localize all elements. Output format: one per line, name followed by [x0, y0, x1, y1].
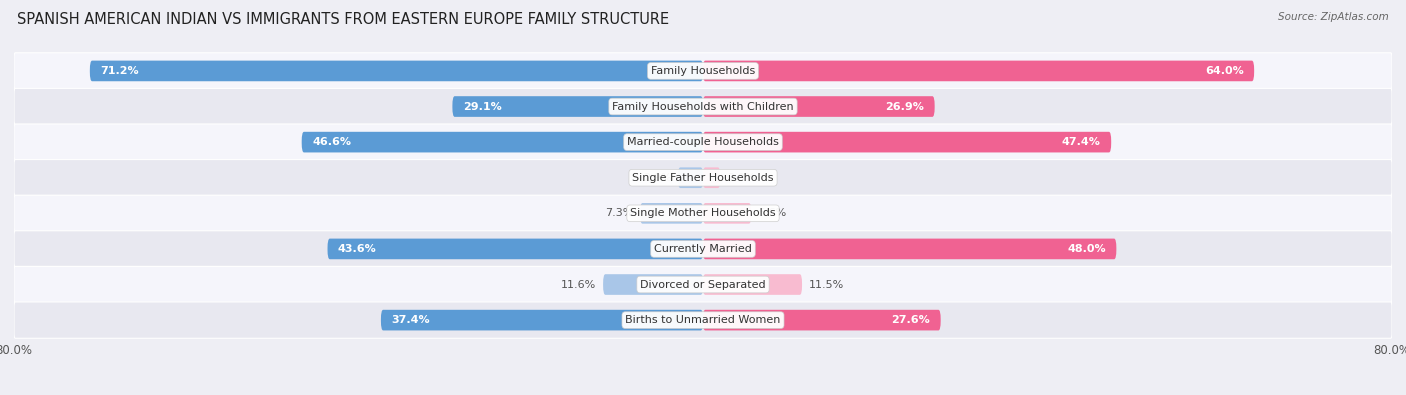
Text: Family Households: Family Households [651, 66, 755, 76]
FancyBboxPatch shape [453, 96, 703, 117]
FancyBboxPatch shape [703, 60, 1254, 81]
Text: 47.4%: 47.4% [1062, 137, 1101, 147]
FancyBboxPatch shape [703, 132, 1111, 152]
Text: Family Households with Children: Family Households with Children [612, 102, 794, 111]
FancyBboxPatch shape [603, 274, 703, 295]
FancyBboxPatch shape [703, 310, 941, 331]
Text: 26.9%: 26.9% [886, 102, 924, 111]
Text: Currently Married: Currently Married [654, 244, 752, 254]
Text: Births to Unmarried Women: Births to Unmarried Women [626, 315, 780, 325]
FancyBboxPatch shape [703, 274, 801, 295]
FancyBboxPatch shape [703, 239, 1116, 259]
Text: 2.0%: 2.0% [727, 173, 755, 183]
FancyBboxPatch shape [703, 96, 935, 117]
Text: 11.6%: 11.6% [561, 280, 596, 290]
Text: 71.2%: 71.2% [100, 66, 139, 76]
Text: 27.6%: 27.6% [891, 315, 931, 325]
Text: Divorced or Separated: Divorced or Separated [640, 280, 766, 290]
FancyBboxPatch shape [14, 302, 1392, 338]
Legend: Spanish American Indian, Immigrants from Eastern Europe: Spanish American Indian, Immigrants from… [499, 392, 907, 395]
FancyBboxPatch shape [14, 124, 1392, 160]
Text: 11.5%: 11.5% [808, 280, 844, 290]
FancyBboxPatch shape [703, 167, 720, 188]
FancyBboxPatch shape [703, 203, 751, 224]
Text: 29.1%: 29.1% [463, 102, 502, 111]
Text: 48.0%: 48.0% [1067, 244, 1107, 254]
FancyBboxPatch shape [14, 195, 1392, 231]
Text: Single Father Households: Single Father Households [633, 173, 773, 183]
FancyBboxPatch shape [14, 88, 1392, 125]
Text: Source: ZipAtlas.com: Source: ZipAtlas.com [1278, 12, 1389, 22]
FancyBboxPatch shape [14, 53, 1392, 89]
Text: 46.6%: 46.6% [312, 137, 352, 147]
FancyBboxPatch shape [14, 160, 1392, 196]
Text: 5.6%: 5.6% [758, 208, 786, 218]
Text: 43.6%: 43.6% [337, 244, 377, 254]
Text: Single Mother Households: Single Mother Households [630, 208, 776, 218]
Text: Married-couple Households: Married-couple Households [627, 137, 779, 147]
FancyBboxPatch shape [302, 132, 703, 152]
Text: 7.3%: 7.3% [605, 208, 633, 218]
FancyBboxPatch shape [640, 203, 703, 224]
FancyBboxPatch shape [678, 167, 703, 188]
FancyBboxPatch shape [381, 310, 703, 331]
Text: 64.0%: 64.0% [1205, 66, 1244, 76]
FancyBboxPatch shape [14, 266, 1392, 303]
Text: SPANISH AMERICAN INDIAN VS IMMIGRANTS FROM EASTERN EUROPE FAMILY STRUCTURE: SPANISH AMERICAN INDIAN VS IMMIGRANTS FR… [17, 12, 669, 27]
FancyBboxPatch shape [14, 231, 1392, 267]
FancyBboxPatch shape [90, 60, 703, 81]
Text: 2.9%: 2.9% [643, 173, 671, 183]
Text: 37.4%: 37.4% [391, 315, 430, 325]
FancyBboxPatch shape [328, 239, 703, 259]
